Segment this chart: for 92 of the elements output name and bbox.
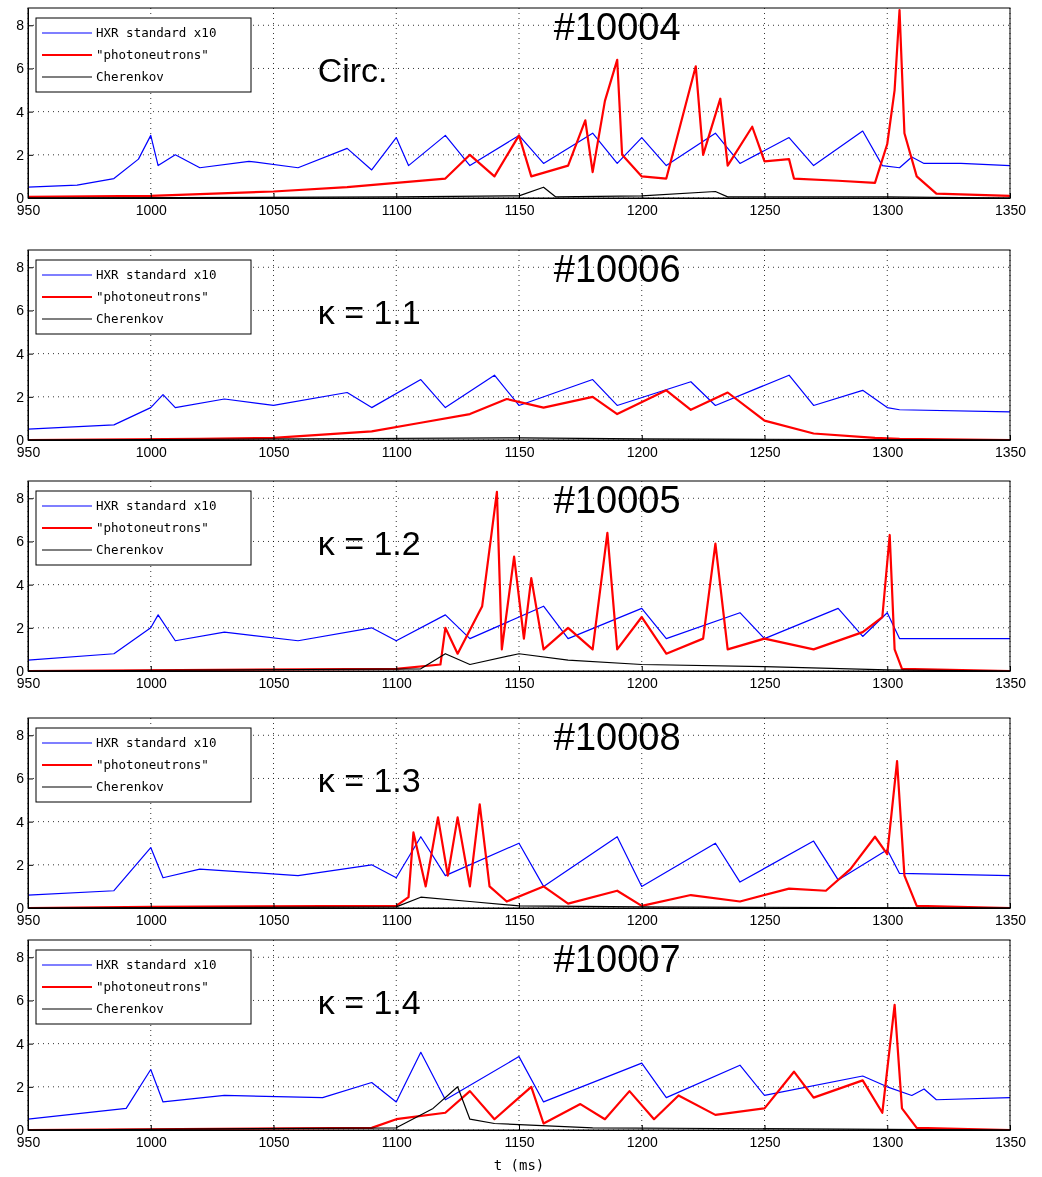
x-tick-label: 1000 bbox=[135, 912, 168, 928]
x-tick-label: 1150 bbox=[504, 202, 535, 218]
legend-label: Cherenkov bbox=[96, 68, 164, 84]
y-tick-label: 6 bbox=[16, 302, 25, 319]
x-tick-label: 1300 bbox=[872, 202, 904, 218]
x-tick-label: 1250 bbox=[749, 1134, 781, 1150]
annotation: κ = 1.2 bbox=[317, 523, 421, 562]
x-tick-label: 1000 bbox=[135, 444, 168, 460]
x-tick-label: 1250 bbox=[749, 912, 781, 928]
y-tick-label: 2 bbox=[16, 388, 25, 405]
x-tick-label: 1100 bbox=[381, 912, 413, 928]
x-tick-label: 1000 bbox=[135, 1134, 168, 1150]
x-tick-label: 1250 bbox=[749, 444, 781, 460]
annotation: κ = 1.4 bbox=[317, 982, 421, 1021]
x-tick-label: 1150 bbox=[504, 1134, 535, 1150]
x-tick-label: 1350 bbox=[994, 202, 1027, 218]
x-tick-label: 1300 bbox=[872, 675, 904, 691]
line-series bbox=[28, 9, 1010, 198]
y-tick-label: 6 bbox=[16, 60, 25, 77]
x-tick-label: 1050 bbox=[258, 202, 290, 218]
y-tick-label: 6 bbox=[16, 770, 25, 787]
legend-label: "photoneutrons" bbox=[96, 756, 209, 772]
x-tick-label: 1350 bbox=[994, 1134, 1027, 1150]
annotation: κ = 1.3 bbox=[317, 760, 421, 799]
y-tick-label: 2 bbox=[16, 1078, 25, 1095]
line-series bbox=[28, 1051, 1010, 1120]
line-series bbox=[28, 836, 1010, 896]
annotation: Circ. bbox=[317, 50, 388, 89]
x-tick-label: 1200 bbox=[626, 1134, 659, 1150]
y-tick-label: 6 bbox=[16, 992, 25, 1009]
legend-label: Cherenkov bbox=[96, 541, 164, 557]
x-tick-label: 1350 bbox=[994, 444, 1027, 460]
x-tick-label: 1200 bbox=[626, 444, 659, 460]
legend-label: Cherenkov bbox=[96, 1000, 164, 1016]
legend-label: HXR standard x10 bbox=[96, 24, 217, 40]
y-tick-label: 6 bbox=[16, 533, 25, 550]
x-tick-label: 1050 bbox=[258, 675, 290, 691]
line-series bbox=[28, 130, 1010, 188]
y-tick-label: 8 bbox=[16, 490, 25, 507]
y-tick-label: 4 bbox=[16, 345, 25, 362]
y-tick-label: 8 bbox=[16, 727, 25, 744]
legend-label: Cherenkov bbox=[96, 310, 164, 326]
legend-label: "photoneutrons" bbox=[96, 978, 209, 994]
legend-label: HXR standard x10 bbox=[96, 266, 217, 282]
legend-label: HXR standard x10 bbox=[96, 956, 217, 972]
x-axis-title: t (ms) bbox=[493, 1157, 545, 1173]
y-tick-label: 4 bbox=[16, 576, 25, 593]
x-tick-label: 1300 bbox=[872, 912, 904, 928]
annotation: κ = 1.1 bbox=[317, 292, 421, 331]
x-tick-label: 1050 bbox=[258, 444, 290, 460]
legend-label: HXR standard x10 bbox=[96, 497, 217, 513]
y-tick-label: 2 bbox=[16, 146, 25, 163]
x-tick-label: 1300 bbox=[872, 444, 904, 460]
annotation: #10008 bbox=[553, 715, 681, 758]
x-tick-label: 1050 bbox=[258, 912, 290, 928]
line-series bbox=[28, 374, 1010, 430]
x-tick-label: 1200 bbox=[626, 202, 659, 218]
x-tick-label: 1150 bbox=[504, 912, 535, 928]
x-tick-label: 1000 bbox=[135, 202, 168, 218]
y-tick-label: 4 bbox=[16, 103, 25, 120]
annotation: #10005 bbox=[553, 478, 681, 521]
x-tick-label: 1000 bbox=[135, 675, 168, 691]
legend-label: "photoneutrons" bbox=[96, 288, 209, 304]
x-tick-label: 1100 bbox=[381, 444, 413, 460]
legend-label: "photoneutrons" bbox=[96, 46, 209, 62]
x-tick-label: 1350 bbox=[994, 912, 1027, 928]
x-tick-label: 1050 bbox=[258, 1134, 290, 1150]
y-tick-label: 4 bbox=[16, 813, 25, 830]
x-tick-label: 1250 bbox=[749, 675, 781, 691]
annotation: #10006 bbox=[553, 247, 681, 290]
x-tick-label: 1250 bbox=[749, 202, 781, 218]
y-tick-label: 2 bbox=[16, 619, 25, 636]
y-tick-label: 2 bbox=[16, 856, 25, 873]
y-tick-label: 4 bbox=[16, 1035, 25, 1052]
x-tick-label: 1100 bbox=[381, 1134, 413, 1150]
legend-label: Cherenkov bbox=[96, 778, 164, 794]
y-tick-label: 8 bbox=[16, 17, 25, 34]
x-tick-label: 1100 bbox=[381, 202, 413, 218]
x-tick-label: 1300 bbox=[872, 1134, 904, 1150]
annotation: #10004 bbox=[553, 5, 681, 48]
legend-label: HXR standard x10 bbox=[96, 734, 217, 750]
x-tick-label: 1350 bbox=[994, 675, 1027, 691]
x-tick-label: 1200 bbox=[626, 912, 659, 928]
legend-label: "photoneutrons" bbox=[96, 519, 209, 535]
x-tick-label: 1200 bbox=[626, 675, 659, 691]
x-tick-label: 1150 bbox=[504, 444, 535, 460]
y-tick-label: 8 bbox=[16, 949, 25, 966]
line-series bbox=[28, 605, 1010, 661]
x-tick-label: 1150 bbox=[504, 675, 535, 691]
x-tick-label: 1100 bbox=[381, 675, 413, 691]
y-tick-label: 8 bbox=[16, 259, 25, 276]
annotation: #10007 bbox=[553, 937, 681, 980]
